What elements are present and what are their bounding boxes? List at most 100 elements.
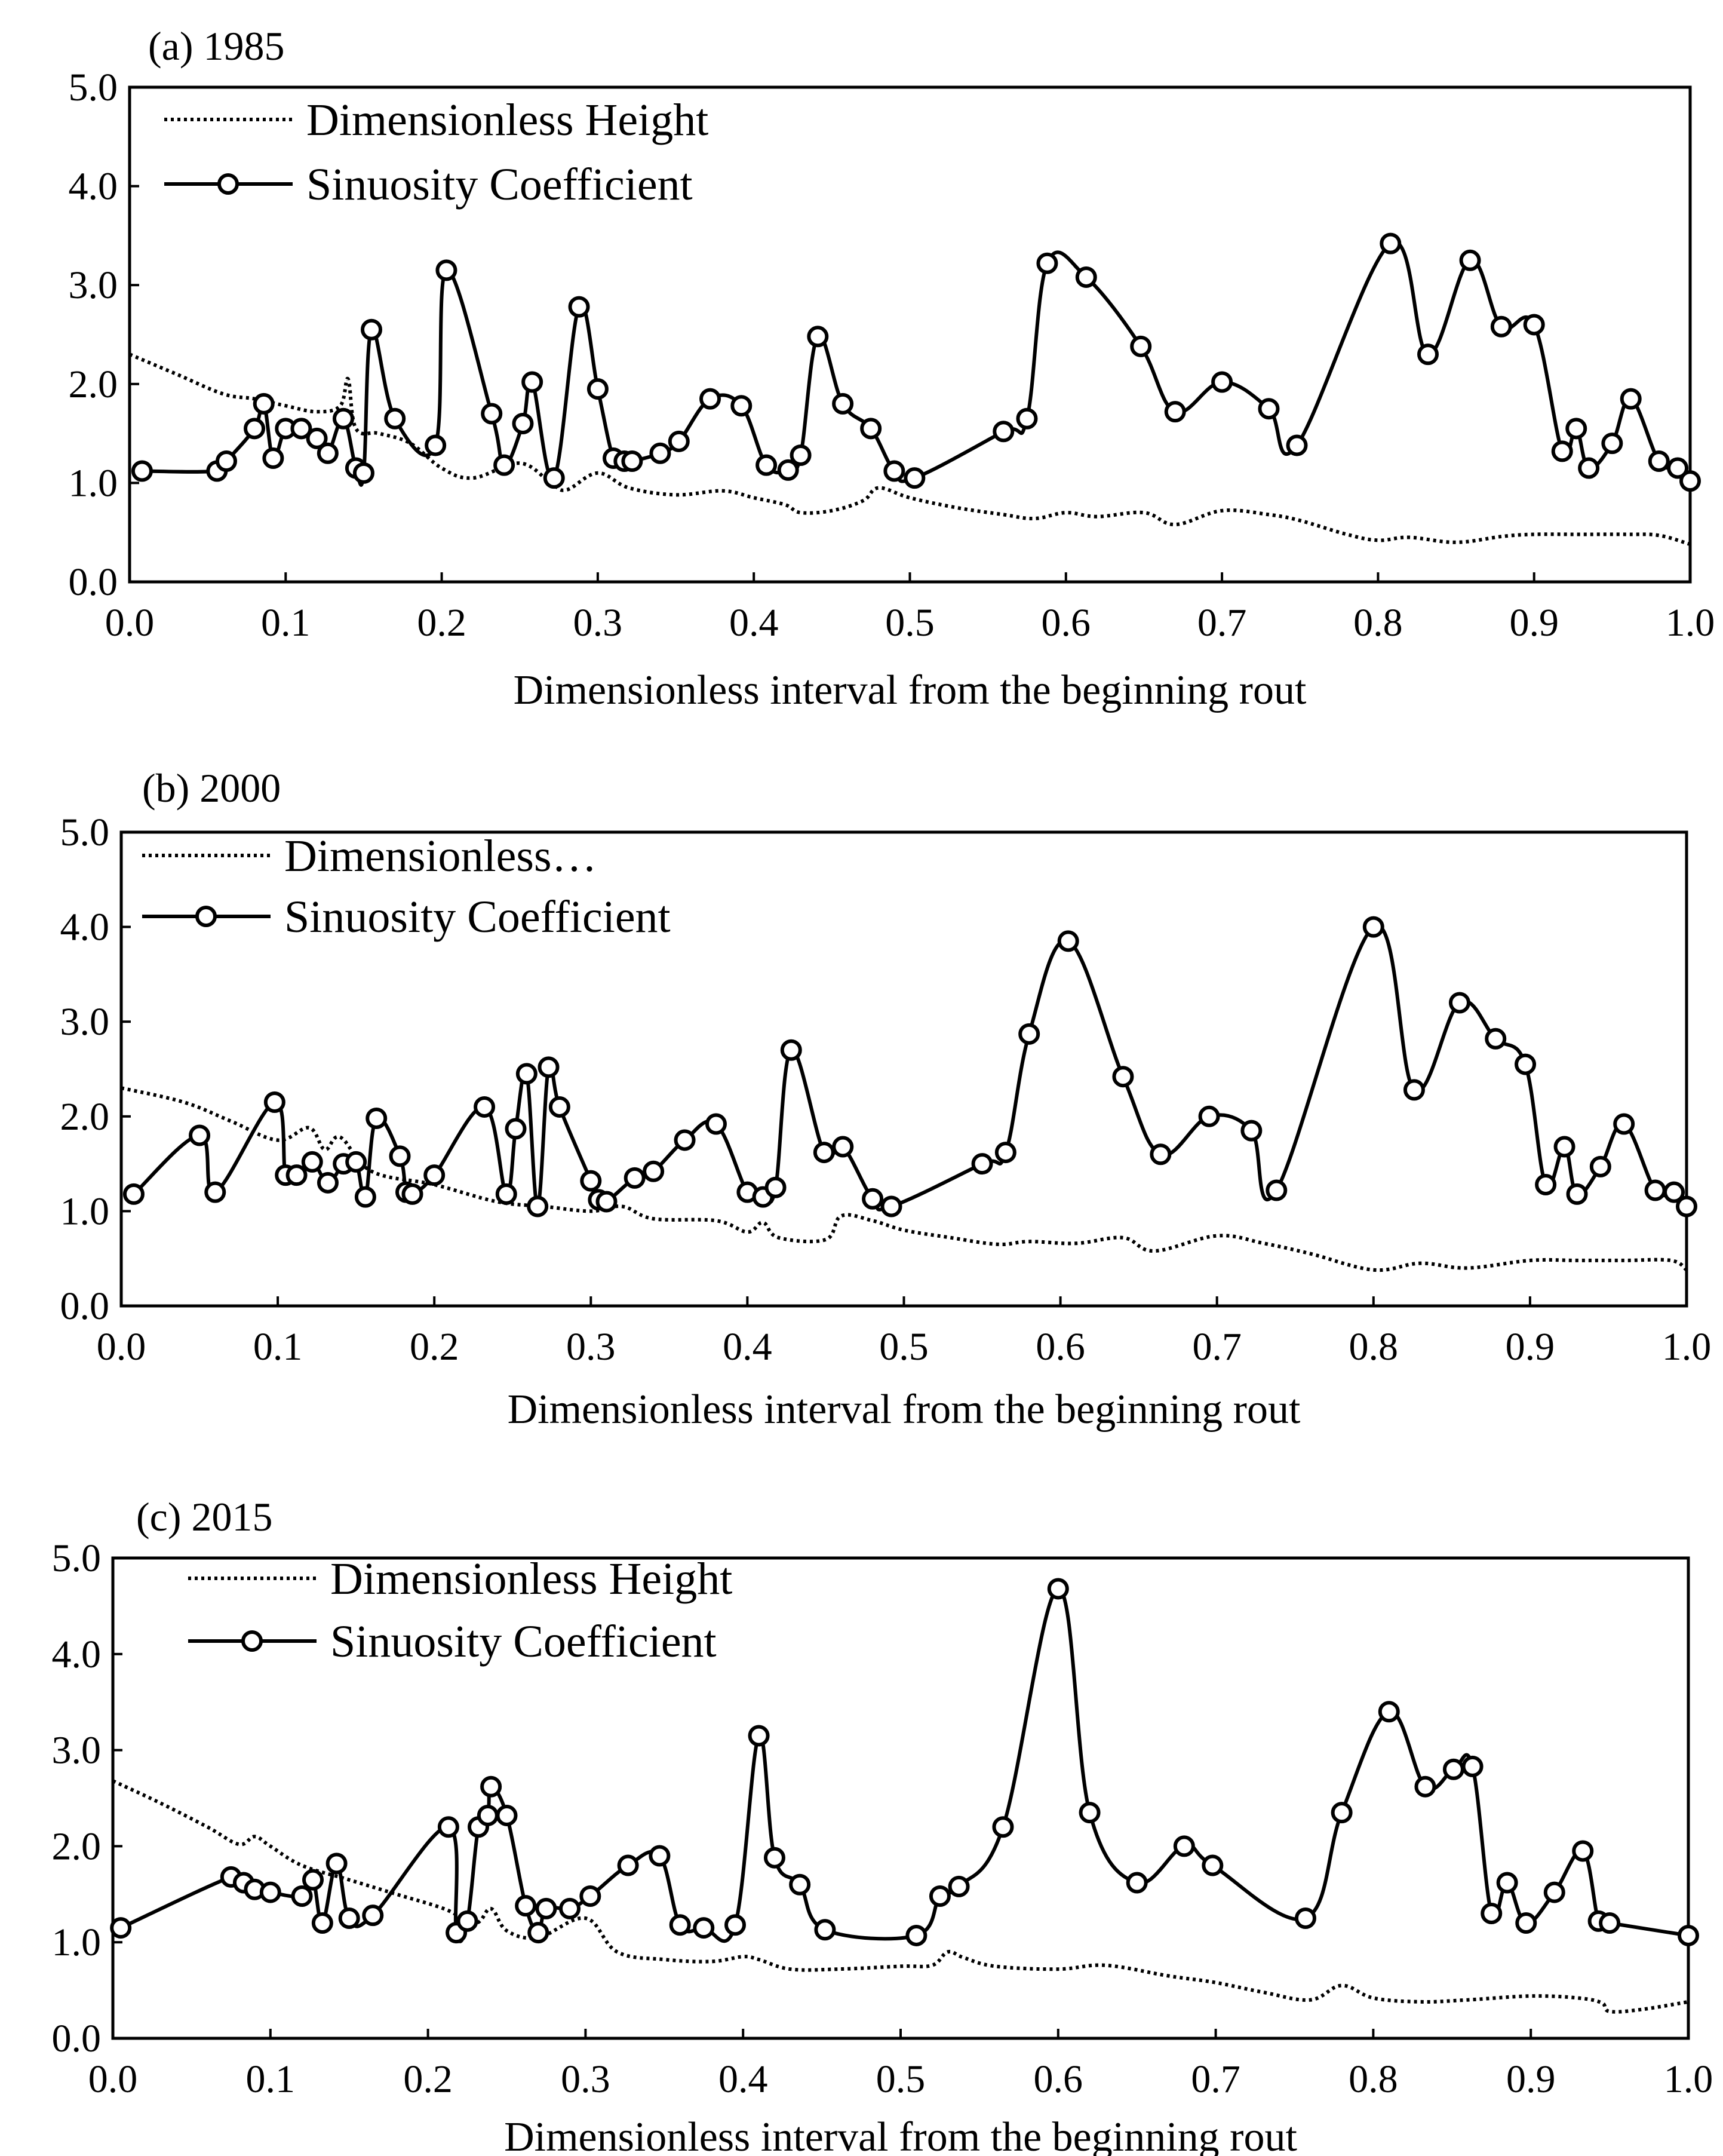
data-point-sinuosity: [332, 407, 354, 430]
x-tick-label: 0.2: [410, 1325, 459, 1369]
data-point-sinuosity: [1663, 1181, 1685, 1203]
data-point-sinuosity: [1551, 440, 1573, 462]
data-point-sinuosity: [1079, 1802, 1101, 1824]
data-point-sinuosity: [527, 1922, 549, 1944]
x-tick-label: 0.1: [246, 2057, 296, 2101]
series-line-dimensionless-height: [112, 1779, 1689, 2014]
data-point-sinuosity: [1515, 1912, 1537, 1934]
x-tick-label: 1.0: [1662, 1325, 1712, 1369]
x-tick-label: 0.7: [1197, 601, 1247, 645]
data-point-sinuosity: [325, 1853, 348, 1875]
data-point-sinuosity: [384, 407, 406, 430]
data-point-sinuosity: [669, 1914, 691, 1936]
panel-title: (c) 2015: [136, 1494, 272, 1539]
data-point-sinuosity: [595, 1191, 618, 1213]
data-point-sinuosity: [1126, 1872, 1148, 1894]
data-point-sinuosity: [366, 1107, 388, 1129]
data-point-sinuosity: [693, 1917, 715, 1939]
data-point-sinuosity: [1644, 1179, 1666, 1201]
data-point-sinuosity: [1442, 1758, 1464, 1780]
data-point-sinuosity: [1572, 1840, 1594, 1862]
y-tick-label: 2.0: [69, 363, 118, 406]
panel-title: (a) 1985: [148, 23, 284, 69]
data-point-sinuosity: [586, 378, 609, 400]
data-point-sinuosity: [580, 1170, 602, 1192]
data-point-sinuosity: [674, 1129, 696, 1151]
data-point-sinuosity: [538, 1056, 560, 1078]
y-tick-label: 0.0: [52, 2017, 102, 2060]
data-point-sinuosity: [1523, 314, 1545, 336]
y-tick-label: 4.0: [69, 165, 118, 208]
y-tick-label: 1.0: [69, 461, 118, 505]
y-tick-label: 2.0: [60, 1095, 110, 1139]
data-point-sinuosity: [474, 1096, 496, 1118]
data-point-sinuosity: [291, 1885, 313, 1907]
data-point-sinuosity: [905, 1924, 927, 1946]
data-point-sinuosity: [1258, 398, 1280, 420]
data-point-sinuosity: [131, 460, 153, 482]
data-point-sinuosity: [480, 1775, 502, 1798]
data-point-sinuosity: [389, 1145, 411, 1167]
x-tick-label: 0.3: [573, 601, 623, 645]
data-point-sinuosity: [262, 447, 284, 469]
data-point-sinuosity: [814, 1919, 836, 1941]
chart-panel-1: (b) 2000 0.0 1.0 2.0 3.0 4.0 5.0 0.0 0.1 0.2 0.3 0.…: [60, 765, 1712, 1433]
data-point-sinuosity: [543, 467, 565, 489]
data-point-sinuosity: [216, 450, 238, 472]
x-tick-label: 0.7: [1192, 1325, 1242, 1369]
y-tick-label: 4.0: [52, 1633, 102, 1676]
data-point-sinuosity: [807, 326, 829, 348]
legend-marker-sinuosity: [217, 173, 239, 195]
x-tick-label: 0.6: [1042, 601, 1091, 645]
y-tick-label: 4.0: [60, 906, 110, 949]
data-point-sinuosity: [1678, 1924, 1699, 1946]
data-point-sinuosity: [904, 467, 926, 489]
y-tick-label: 5.0: [52, 1537, 102, 1580]
x-tick-label: 0.3: [561, 2057, 610, 2101]
data-point-sinuosity: [1403, 1079, 1425, 1101]
y-tick-label: 2.0: [52, 1824, 102, 1868]
data-point-sinuosity: [493, 454, 515, 476]
data-point-sinuosity: [1198, 1105, 1220, 1127]
data-point-sinuosity: [883, 460, 905, 482]
data-point-sinuosity: [860, 418, 882, 440]
x-tick-label: 0.5: [885, 601, 935, 645]
data-point-sinuosity: [496, 1804, 518, 1826]
data-point-sinuosity: [456, 1910, 478, 1932]
data-point-sinuosity: [1057, 930, 1079, 952]
data-point-sinuosity: [425, 434, 447, 456]
data-point-sinuosity: [110, 1917, 132, 1939]
data-point-sinuosity: [290, 418, 312, 440]
data-point-sinuosity: [527, 1195, 549, 1217]
data-point-sinuosity: [361, 318, 383, 341]
data-point-sinuosity: [994, 1142, 1016, 1164]
legend: Dimensionless Height Sinuosity Coefficien…: [164, 95, 708, 210]
data-point-sinuosity: [1679, 470, 1701, 492]
x-axis-label: Dimensionless interval from the beginnin…: [508, 1387, 1301, 1433]
x-tick-label: 0.9: [1506, 1325, 1555, 1369]
x-tick-label: 0.6: [1036, 1325, 1085, 1369]
data-point-sinuosity: [259, 1881, 281, 1903]
data-point-sinuosity: [354, 1186, 376, 1208]
data-point-sinuosity: [813, 1142, 835, 1164]
x-tick-label: 1.0: [1666, 601, 1715, 645]
data-point-sinuosity: [423, 1164, 446, 1186]
data-point-sinuosity: [1589, 1155, 1611, 1177]
data-point-sinuosity: [1130, 335, 1152, 357]
data-point-sinuosity: [1648, 450, 1670, 472]
data-point-sinuosity: [1417, 344, 1439, 366]
data-point-sinuosity: [1676, 1195, 1697, 1217]
data-point-sinuosity: [1515, 1053, 1537, 1075]
data-point-sinuosity: [764, 1176, 787, 1198]
x-axis-label: Dimensionless interval from the beginnin…: [514, 667, 1307, 713]
data-point-sinuosity: [1047, 1578, 1069, 1600]
data-point-sinuosity: [1202, 1854, 1224, 1876]
data-point-sinuosity: [579, 1885, 601, 1907]
x-tick-label: 0.1: [253, 1325, 303, 1369]
data-point-sinuosity: [1016, 407, 1038, 430]
data-point-sinuosity: [929, 1885, 951, 1907]
data-point-sinuosity: [317, 442, 339, 464]
data-point-sinuosity: [1211, 371, 1233, 393]
y-tick-label: 5.0: [69, 66, 118, 109]
